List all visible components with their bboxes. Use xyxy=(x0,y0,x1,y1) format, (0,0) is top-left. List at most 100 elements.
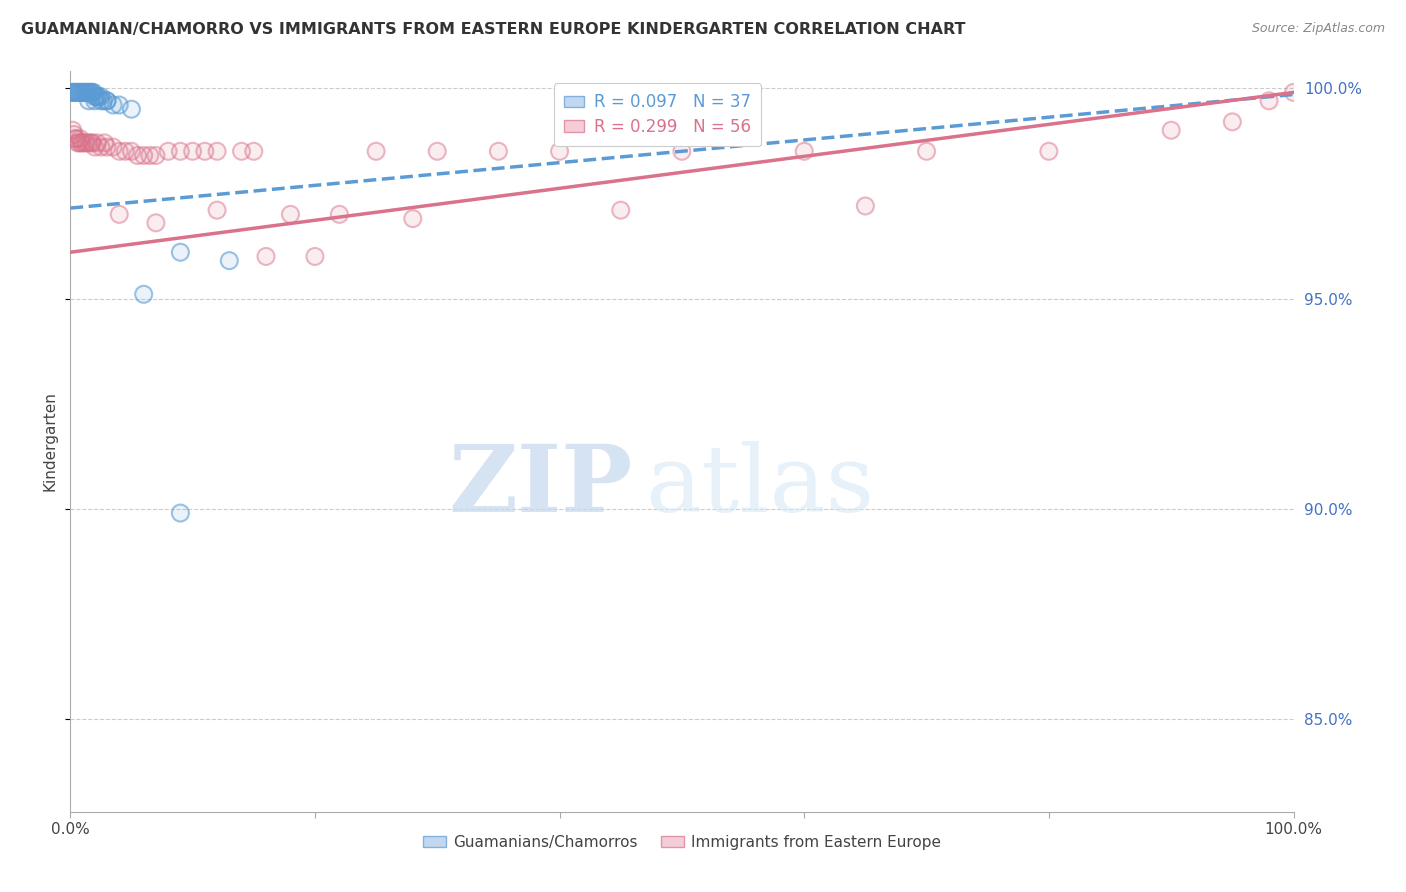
Point xyxy=(205,203,228,218)
Point xyxy=(91,94,114,108)
Point xyxy=(169,506,191,520)
Point xyxy=(62,86,84,100)
Point xyxy=(60,86,83,100)
Point xyxy=(96,140,118,154)
Point xyxy=(82,86,104,100)
Point xyxy=(1258,94,1281,108)
Point xyxy=(108,207,131,221)
Point xyxy=(205,145,228,159)
Point xyxy=(93,136,115,150)
Point xyxy=(218,253,240,268)
Point xyxy=(93,136,115,150)
Point xyxy=(231,145,253,159)
Point xyxy=(70,86,93,100)
Point xyxy=(169,145,191,159)
Point xyxy=(205,203,228,218)
Point xyxy=(66,86,89,100)
Point xyxy=(915,145,938,159)
Point xyxy=(83,89,105,103)
Point xyxy=(157,145,180,159)
Point xyxy=(63,86,86,100)
Point xyxy=(72,86,94,100)
Point xyxy=(63,86,86,100)
Point xyxy=(243,145,266,159)
Point xyxy=(77,86,100,100)
Point xyxy=(90,140,112,154)
Point xyxy=(63,86,86,100)
Point xyxy=(73,136,96,150)
Point xyxy=(70,136,93,150)
Point xyxy=(96,140,118,154)
Point xyxy=(83,94,105,108)
Point xyxy=(70,136,93,150)
Point xyxy=(1160,123,1182,137)
Point xyxy=(60,86,83,100)
Point xyxy=(86,89,108,103)
Point xyxy=(70,86,93,100)
Point xyxy=(1220,115,1243,129)
Point xyxy=(121,145,143,159)
Point xyxy=(65,131,87,145)
Point xyxy=(488,145,510,159)
Point xyxy=(72,86,94,100)
Point xyxy=(1220,115,1243,129)
Point xyxy=(80,86,103,100)
Point xyxy=(67,86,90,100)
Point xyxy=(67,136,90,150)
Point xyxy=(169,145,191,159)
Point xyxy=(1282,86,1305,100)
Point xyxy=(108,145,131,159)
Point xyxy=(793,145,815,159)
Point xyxy=(86,89,108,103)
Point xyxy=(145,216,167,230)
Point xyxy=(671,145,693,159)
Point xyxy=(96,94,118,108)
Point xyxy=(1160,123,1182,137)
Point xyxy=(157,145,180,159)
Point xyxy=(90,94,112,108)
Text: ZIP: ZIP xyxy=(449,441,633,531)
Point xyxy=(82,136,104,150)
Point xyxy=(169,245,191,260)
Point xyxy=(82,136,104,150)
Point xyxy=(83,89,105,103)
Point xyxy=(328,207,350,221)
Point xyxy=(66,136,89,150)
Point xyxy=(108,98,131,112)
Point xyxy=(62,86,84,100)
Point xyxy=(426,145,449,159)
Point xyxy=(90,94,112,108)
Point xyxy=(65,131,87,145)
Point xyxy=(77,86,100,100)
Point xyxy=(101,98,124,112)
Point xyxy=(218,253,240,268)
Point xyxy=(75,86,97,100)
Point xyxy=(69,86,91,100)
Point xyxy=(132,287,155,301)
Point xyxy=(127,148,149,162)
Point xyxy=(254,250,277,264)
Point xyxy=(127,148,149,162)
Point xyxy=(488,145,510,159)
Point xyxy=(80,86,103,100)
Point xyxy=(83,140,105,154)
Point xyxy=(181,145,204,159)
Point xyxy=(108,145,131,159)
Point xyxy=(66,136,89,150)
Point xyxy=(77,94,100,108)
Point xyxy=(139,148,162,162)
Point xyxy=(855,199,877,213)
Point xyxy=(77,136,100,150)
Point xyxy=(75,86,97,100)
Point xyxy=(121,102,143,116)
Point xyxy=(114,145,136,159)
Point xyxy=(87,89,110,103)
Point xyxy=(96,94,118,108)
Point xyxy=(83,86,105,100)
Point xyxy=(69,131,91,145)
Point xyxy=(76,86,98,100)
Point xyxy=(66,86,89,100)
Text: Source: ZipAtlas.com: Source: ZipAtlas.com xyxy=(1251,22,1385,36)
Point xyxy=(73,86,96,100)
Point xyxy=(132,148,155,162)
